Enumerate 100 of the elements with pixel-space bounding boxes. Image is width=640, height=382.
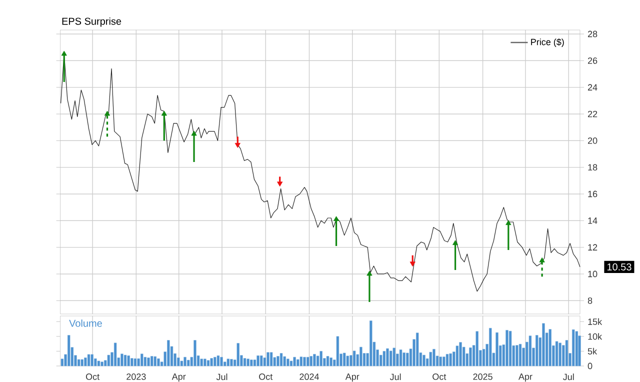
bar [402, 352, 406, 366]
bar [180, 360, 184, 366]
bar [508, 330, 512, 366]
bar [442, 356, 446, 366]
bar [456, 346, 459, 366]
bar [236, 343, 240, 366]
bar [326, 356, 330, 366]
bar [548, 329, 552, 366]
x-tick-label: Jul [216, 374, 228, 380]
bar [476, 331, 478, 366]
annotation: 10.53 [607, 263, 632, 270]
point [191, 130, 197, 136]
point [452, 240, 458, 246]
point [161, 110, 167, 116]
bar [107, 354, 110, 366]
bar [320, 351, 322, 366]
point [333, 216, 340, 222]
bar [406, 352, 409, 366]
bar [97, 360, 100, 366]
bar [300, 356, 303, 366]
x-tick-label: Oct [86, 374, 100, 380]
bar [194, 340, 196, 366]
x-tick-label: Jul [390, 374, 401, 380]
bar [147, 358, 150, 366]
bar [542, 323, 545, 366]
bar [389, 350, 392, 366]
bar [154, 356, 156, 366]
y-tick-label: 0 [588, 362, 592, 370]
bar [360, 346, 362, 366]
bar [313, 354, 316, 366]
point [539, 257, 545, 262]
bar [94, 358, 97, 366]
bar [489, 328, 492, 366]
bar [256, 355, 260, 366]
bar [370, 320, 372, 366]
bar [220, 356, 223, 366]
bar [130, 358, 134, 366]
bar [296, 359, 300, 366]
x-tick-label: Oct [259, 374, 273, 380]
y-tick-label: 10 [588, 270, 598, 278]
bar [518, 344, 522, 366]
bar [352, 350, 356, 366]
text: Price ($) [531, 38, 564, 47]
bar [114, 342, 117, 366]
x-tick-label: Jul [563, 374, 574, 380]
bar [260, 355, 263, 366]
bar [140, 354, 144, 366]
bar [459, 342, 462, 366]
x-tick-label: 2023 [126, 374, 146, 380]
bar [100, 362, 104, 366]
y-tick-label: 20 [588, 137, 598, 144]
bar [303, 356, 306, 366]
bar [226, 358, 230, 366]
bar [144, 356, 147, 366]
bar [382, 351, 386, 366]
bar [266, 352, 270, 366]
bar [127, 355, 130, 366]
y-tick-label: 8 [588, 297, 592, 304]
bar [134, 358, 137, 366]
y-tick-label: 15k [588, 318, 602, 325]
bar [565, 340, 568, 366]
bar [214, 356, 216, 366]
y-tick-label: 18 [588, 164, 598, 171]
bar [558, 342, 562, 366]
bar [439, 356, 442, 366]
bar [250, 360, 253, 366]
y-tick-label: 14 [588, 218, 598, 224]
bar [243, 358, 246, 366]
bar [87, 354, 90, 366]
bar [150, 356, 154, 366]
bar [77, 359, 80, 366]
bar [506, 330, 508, 366]
y-tick-label: 10k [588, 333, 602, 340]
x-tick-label: Apr [172, 374, 186, 382]
chart-title: Volume [69, 320, 102, 327]
x-tick-label: Apr [345, 374, 360, 382]
y-tick-label: 22 [588, 110, 598, 118]
point [506, 220, 512, 226]
bar [253, 360, 256, 366]
bar [429, 352, 432, 366]
bar [528, 336, 532, 366]
bar [572, 329, 575, 366]
bar [246, 358, 250, 366]
x-tick-label: 2024 [300, 374, 319, 380]
bar [310, 356, 312, 366]
bar [184, 356, 186, 366]
bar [555, 341, 558, 366]
bar [392, 348, 396, 366]
chart-title: EPS Surprise [62, 17, 122, 27]
bar [306, 356, 310, 366]
bar [536, 335, 538, 366]
point [104, 110, 110, 116]
bar [280, 353, 283, 366]
x-tick-label: 2025 [473, 374, 492, 380]
bar [84, 358, 87, 366]
bar [276, 356, 280, 366]
bar [416, 332, 419, 366]
bar [90, 354, 94, 366]
bar [270, 352, 273, 366]
bar [293, 356, 296, 366]
